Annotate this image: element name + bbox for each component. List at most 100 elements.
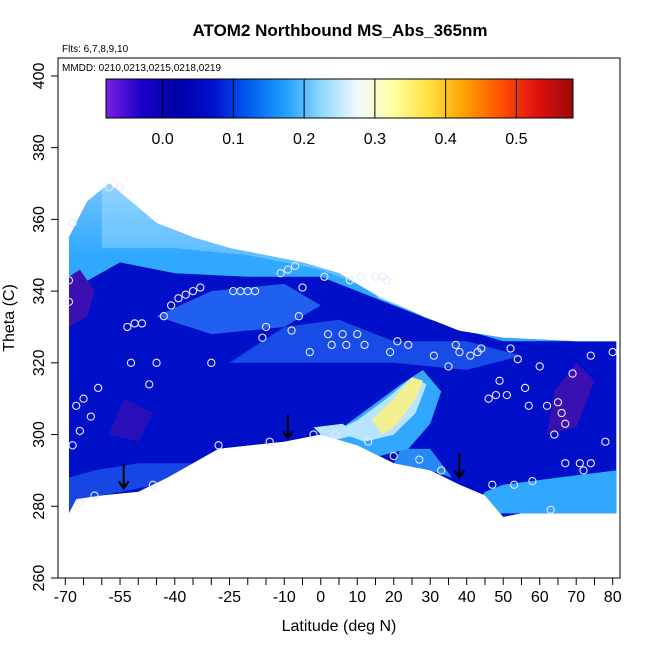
sample-point (557, 408, 566, 418)
sample-point (214, 441, 223, 450)
flights-label: Flts: 6,7,8,9,10 (62, 44, 129, 55)
x-axis-title: Latitude (deg N) (282, 618, 397, 635)
field-lower-right (466, 470, 617, 514)
sample-point (510, 480, 519, 489)
sample-point (166, 301, 176, 310)
sample-point (104, 182, 114, 192)
x-tick-label: 60 (531, 589, 549, 606)
sample-points (64, 182, 617, 515)
sample-point (90, 491, 99, 500)
sample-point (524, 401, 533, 411)
x-tick-label: 80 (604, 589, 622, 606)
sample-point (338, 329, 347, 339)
sample-point (553, 398, 563, 407)
sample-point (364, 437, 373, 446)
sample-point (561, 419, 570, 428)
sample-point (586, 351, 595, 360)
y-tick-label: 340 (31, 278, 48, 305)
sample-point (608, 347, 617, 357)
colorbar-tick-label: 0.3 (364, 131, 386, 148)
sample-point (137, 319, 147, 328)
sample-point (586, 459, 595, 468)
sample-point (323, 329, 333, 339)
field-purple-mid (109, 398, 153, 442)
sample-point (353, 329, 362, 339)
sample-point (123, 322, 132, 332)
sample-point (561, 459, 570, 468)
sample-point (79, 394, 88, 403)
sample-point (429, 351, 439, 360)
sample-point (188, 286, 198, 296)
arrow-head (282, 430, 294, 440)
sample-point (546, 505, 555, 515)
sample-point (360, 340, 369, 350)
colorbar-tick-label: 0.5 (505, 131, 527, 148)
colorbar-tick-label: 0.4 (435, 131, 457, 148)
sample-point (550, 430, 559, 439)
sample-point (86, 412, 95, 421)
sample-point (488, 480, 497, 489)
sample-point (520, 383, 530, 393)
sample-point (491, 390, 501, 400)
arrow-head (117, 480, 130, 491)
sample-point (294, 312, 304, 321)
sample-point (64, 297, 74, 307)
sample-point (181, 290, 190, 299)
sample-point (451, 340, 460, 350)
y-tick-label: 260 (31, 565, 48, 592)
arrows (117, 414, 466, 491)
y-tick-label: 400 (31, 62, 48, 89)
sample-point (437, 466, 446, 475)
sample-point (287, 326, 296, 335)
sample-point (93, 383, 103, 393)
sample-point (145, 380, 154, 389)
sample-point (291, 261, 300, 271)
chart-title: ATOM2 Northbound MS_Abs_365nm (192, 21, 487, 40)
y-tick-label: 280 (31, 493, 48, 520)
x-tick-label: 0 (316, 589, 325, 606)
sample-point (455, 347, 464, 357)
y-tick-label: 320 (31, 349, 48, 376)
sample-point (174, 294, 183, 303)
x-tick-label: 10 (348, 589, 366, 606)
sample-point (342, 340, 351, 350)
field-mid-band-1 (156, 283, 321, 335)
sample-point (75, 426, 85, 436)
sample-point (484, 394, 493, 403)
sample-point (495, 376, 504, 385)
y-tick-label: 360 (31, 206, 48, 233)
colorbar-tick-label: 0.1 (222, 131, 244, 148)
sample-point (75, 498, 85, 507)
sample-point (389, 451, 398, 461)
sample-point (261, 322, 271, 332)
colorbar-gradient (105, 78, 574, 119)
field-yellow-streak-top (401, 276, 442, 309)
sample-point (68, 218, 77, 228)
sample-point (579, 466, 588, 475)
sample-point (575, 459, 585, 468)
sample-point (152, 358, 161, 367)
sample-point (356, 272, 366, 281)
sample-point (513, 355, 522, 364)
y-axis-title: Theta (C) (1, 284, 18, 352)
sample-point (535, 362, 544, 371)
field-mid-band-2 (229, 319, 522, 370)
x-tick-label: 30 (421, 589, 439, 606)
field-purple-left (68, 269, 95, 327)
dates-label: MMDD: 0210,0213,0215,0218,0219 (62, 63, 221, 74)
sample-point (72, 401, 81, 411)
sample-point (309, 430, 318, 439)
field-top-fade (68, 183, 617, 256)
sample-point (568, 369, 577, 378)
sample-point (444, 362, 453, 371)
x-tick-label: -25 (218, 589, 241, 606)
sample-point (327, 340, 336, 350)
field-lower-left (68, 463, 193, 514)
sample-point (382, 276, 391, 285)
sample-point (320, 272, 329, 281)
sample-point (601, 437, 610, 446)
x-tick-label: -55 (108, 589, 131, 606)
colorbar-tick-label: 0.0 (151, 131, 173, 148)
sample-point (68, 441, 77, 450)
